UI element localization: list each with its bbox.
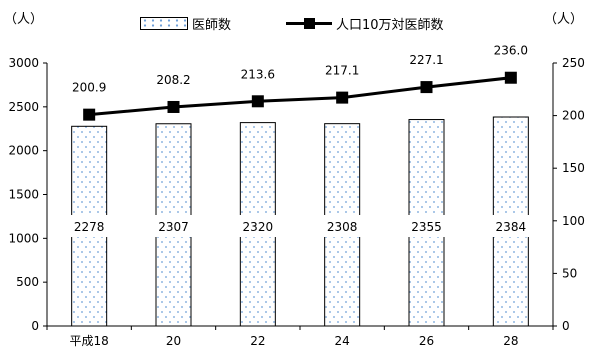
legend-line-swatch xyxy=(286,18,332,29)
right-tick-label: 50 xyxy=(562,266,577,280)
left-tick-label: 0 xyxy=(31,319,39,333)
right-tick-label: 0 xyxy=(562,319,570,333)
line-data-label: 236.0 xyxy=(494,44,528,58)
line-data-label-bg xyxy=(488,38,533,61)
bar-data-label: 2308 xyxy=(327,220,358,234)
bar-data-label-bg xyxy=(488,215,533,237)
series-line xyxy=(89,76,511,117)
line-data-label-bg xyxy=(404,48,449,71)
legend-item-line: 人口10万対医師数 xyxy=(286,14,444,33)
left-axis-unit: （人） xyxy=(4,12,44,27)
line-marker xyxy=(336,91,349,104)
line-data-label: 227.1 xyxy=(409,53,443,67)
legend-line-label: 人口10万対医師数 xyxy=(336,18,444,33)
x-tick-label: 平成18 xyxy=(70,334,109,348)
left-tick-label: 500 xyxy=(16,275,39,289)
x-tick-label: 24 xyxy=(335,334,350,348)
right-tick-label: 250 xyxy=(562,56,585,70)
line-data-label: 213.6 xyxy=(241,67,275,81)
line-marker xyxy=(251,95,264,108)
line-marker xyxy=(83,108,96,121)
legend-bar-label: 医師数 xyxy=(192,18,232,33)
line-data-label: 200.9 xyxy=(72,81,106,95)
legend-item-bar: 医師数 xyxy=(140,14,231,33)
bar-data-label-bg xyxy=(67,215,112,237)
right-tick-label: 200 xyxy=(562,109,585,123)
bar-data-label-bg xyxy=(320,215,365,237)
bar-data-label-bg xyxy=(404,215,449,237)
line-data-label-bg xyxy=(320,58,365,81)
left-tick-label: 2500 xyxy=(8,100,39,114)
data-labels: 200.9 208.2 213.6 217.1 227.1 236.0 2278 2307 23… xyxy=(67,38,533,237)
axes: 0 500 1000 1500 2000 2500 3000 0 50 100 150 200 250 平… xyxy=(8,56,584,348)
line-data-label: 217.1 xyxy=(325,64,359,78)
bar-data-label: 2320 xyxy=(243,220,274,234)
right-tick-label: 100 xyxy=(562,214,585,228)
bar-data-label-bg xyxy=(235,215,280,237)
bar-data-label: 2384 xyxy=(496,220,527,234)
left-tick-label: 1000 xyxy=(8,231,39,245)
line-data-label: 208.2 xyxy=(156,73,190,87)
bar-data-label: 2307 xyxy=(158,220,189,234)
x-tick-label: 26 xyxy=(419,334,434,348)
bar-data-label: 2355 xyxy=(411,220,442,234)
x-tick-label: 20 xyxy=(166,334,181,348)
line-series xyxy=(83,71,517,121)
bar-data-label: 2278 xyxy=(74,220,105,234)
left-tick-label: 2000 xyxy=(8,144,39,158)
bar-data-label-bg xyxy=(151,215,196,237)
right-axis-unit: （人） xyxy=(544,12,584,27)
line-data-label-bg xyxy=(151,67,196,90)
legend-bar-swatch xyxy=(140,17,188,30)
left-tick-label: 3000 xyxy=(8,56,39,70)
line-data-label-bg xyxy=(235,62,280,85)
x-tick-label: 22 xyxy=(250,334,265,348)
line-marker xyxy=(420,81,433,94)
line-marker xyxy=(504,71,517,84)
line-data-label-bg xyxy=(67,75,112,98)
bar-series xyxy=(71,116,529,327)
right-tick-label: 150 xyxy=(562,161,585,175)
left-tick-label: 1500 xyxy=(8,188,39,202)
x-tick-label: 28 xyxy=(503,334,518,348)
line-marker xyxy=(167,100,180,113)
